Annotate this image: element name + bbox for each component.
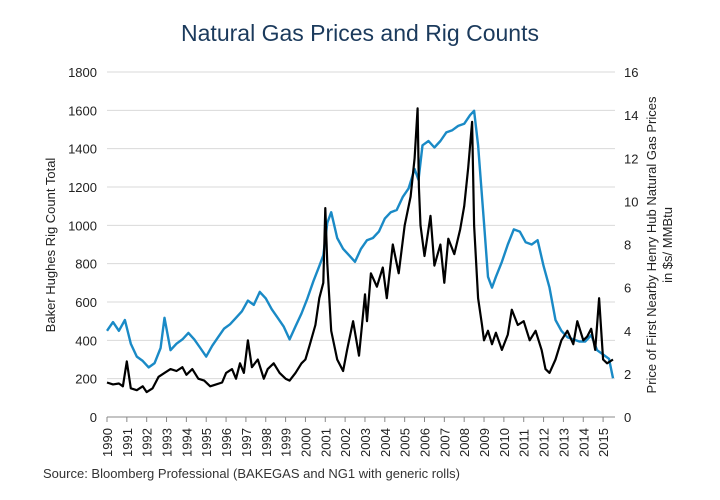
y-right-tick-label: 0 (624, 410, 631, 425)
x-tick-label: 1992 (140, 428, 155, 457)
x-tick-label: 2007 (437, 428, 452, 457)
x-tick-label: 1998 (259, 428, 274, 457)
y-axis-left-title: Baker Hughes Rig Count Total (43, 158, 58, 333)
x-tick-label: 1993 (160, 428, 175, 457)
y-right-tick-label: 16 (624, 65, 638, 80)
y-right-tick-label: 2 (624, 367, 631, 382)
x-tick-label: 1990 (100, 428, 115, 457)
y-left-tick-label: 600 (75, 295, 97, 310)
y-left-tick-label: 200 (75, 372, 97, 387)
x-tick-label: 2011 (517, 429, 532, 457)
y-left-tick-label: 1400 (68, 142, 97, 157)
rig-count-line (106, 107, 614, 394)
x-tick-label: 2006 (418, 428, 433, 457)
x-tick-label: 2005 (398, 428, 413, 457)
x-tick-label: 2010 (497, 428, 512, 457)
y-right-tick-label: 8 (624, 238, 631, 253)
x-tick-label: 2003 (358, 428, 373, 457)
x-tick-label: 2013 (556, 428, 571, 457)
y-axis-right-title-line2: in $s/ MMBtu (660, 207, 675, 283)
y-left-tick-label: 1600 (68, 103, 97, 118)
x-tick-label: 1994 (179, 428, 194, 457)
y-left-tick-label: 400 (75, 333, 97, 348)
y-left-tick-label: 1200 (68, 180, 97, 195)
x-tick-label: 2001 (318, 428, 333, 457)
x-tick-label: 1991 (120, 428, 135, 457)
gas-price-line (106, 109, 615, 379)
x-tick-label: 2008 (457, 428, 472, 457)
y-left-tick-label: 800 (75, 257, 97, 272)
y-right-tick-label: 10 (624, 194, 638, 209)
y-left-tick-label: 0 (90, 410, 97, 425)
x-tick-label: 1999 (279, 428, 294, 457)
y-left-tick-label: 1800 (68, 65, 97, 80)
x-tick-label: 1995 (199, 428, 214, 457)
y-right-tick-label: 4 (624, 324, 631, 339)
source-note: Source: Bloomberg Professional (BAKEGAS … (43, 466, 460, 481)
y-axis-right-title-line1: Price of First Nearby Henry Hub Natural … (644, 96, 659, 393)
x-tick-label: 2000 (298, 428, 313, 457)
y-left-tick-label: 1000 (68, 218, 97, 233)
x-tick-label: 2009 (477, 428, 492, 457)
tick-labels: 0 200 400 600 800 1000 1200 1400 1600 1800 0 2 4 6 8 10… (68, 65, 638, 457)
x-tick-label: 2012 (537, 428, 552, 457)
chart-title: Natural Gas Prices and Rig Counts (181, 20, 539, 46)
x-tick-label: 2014 (576, 428, 591, 457)
x-tick-label: 2015 (596, 428, 611, 457)
x-tick-label: 1997 (239, 428, 254, 457)
series-layer (106, 107, 615, 394)
x-tick-label: 2004 (378, 428, 393, 457)
x-tick-label: 2002 (338, 428, 353, 457)
y-right-tick-label: 6 (624, 281, 631, 296)
x-tick-label: 1996 (219, 428, 234, 457)
y-right-tick-label: 12 (624, 151, 638, 166)
y-right-tick-label: 14 (624, 108, 638, 123)
